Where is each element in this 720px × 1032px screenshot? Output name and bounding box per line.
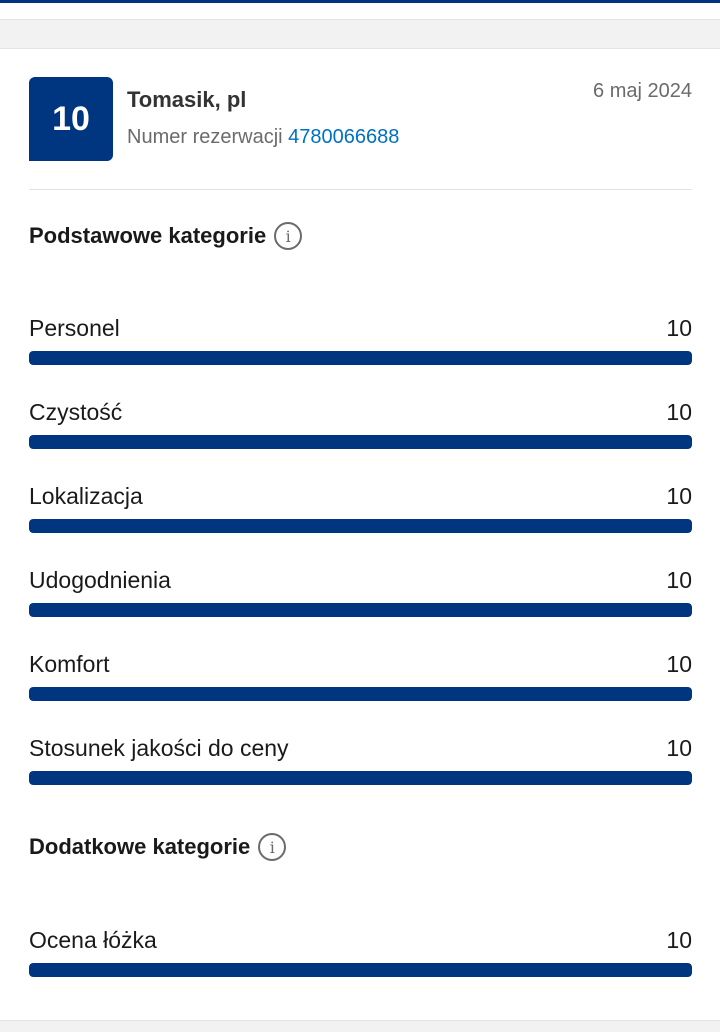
category-label: Lokalizacja [29, 483, 143, 509]
category-score: 10 [666, 315, 692, 341]
category-bar-track [29, 963, 692, 977]
category-row: Komfort 10 [29, 651, 692, 703]
review-date: 6 maj 2024 [593, 80, 692, 102]
info-icon[interactable]: i [258, 833, 287, 861]
header-divider [29, 189, 692, 190]
category-row: Ocena łóżka 10 [29, 927, 692, 979]
category-score: 10 [666, 399, 692, 425]
category-bar-track [29, 771, 692, 785]
booking-label: Numer rezerwacji [127, 126, 283, 148]
category-row: Personel 10 [29, 315, 692, 367]
category-label: Czystość [29, 399, 123, 425]
extra-categories-label: Dodatkowe kategorie [29, 834, 251, 859]
category-bar-fill [29, 963, 692, 977]
category-bar-track [29, 687, 692, 701]
category-row: Udogodnienia 10 [29, 567, 692, 619]
category-bar-track [29, 351, 692, 365]
category-label: Udogodnienia [29, 567, 171, 593]
category-bar-fill [29, 519, 692, 533]
category-row: Czystość 10 [29, 399, 692, 451]
category-bar-fill [29, 603, 692, 617]
category-row: Lokalizacja 10 [29, 483, 692, 535]
category-label: Stosunek jakości do ceny [29, 735, 289, 761]
category-score: 10 [666, 483, 692, 509]
top-accent-line [0, 0, 720, 3]
category-label: Komfort [29, 651, 110, 677]
category-bar-track [29, 435, 692, 449]
bottom-separator-band [0, 1020, 720, 1032]
top-separator-band [0, 19, 720, 49]
info-icon[interactable]: i [274, 222, 303, 250]
category-score: 10 [666, 651, 692, 677]
booking-info: Numer rezerwacji 4780066688 [127, 126, 399, 149]
category-score: 10 [666, 567, 692, 593]
category-label: Ocena łóżka [29, 927, 157, 953]
category-label: Personel [29, 315, 120, 341]
category-row: Stosunek jakości do ceny 10 [29, 735, 692, 787]
category-score: 10 [666, 735, 692, 761]
booking-number-link[interactable]: 4780066688 [288, 126, 400, 148]
category-bar-fill [29, 687, 692, 701]
category-bar-fill [29, 771, 692, 785]
category-bar-track [29, 519, 692, 533]
review-header: 10 Tomasik, pl Numer rezerwacji 47800666… [29, 77, 692, 161]
category-bar-track [29, 603, 692, 617]
basic-categories-title: Podstawowe kategorie i [29, 222, 303, 250]
category-bar-fill [29, 351, 692, 365]
basic-categories-label: Podstawowe kategorie [29, 223, 267, 248]
reviewer-name: Tomasik, pl [127, 87, 247, 112]
category-score: 10 [666, 927, 692, 953]
review-score-badge: 10 [29, 77, 113, 161]
category-bar-fill [29, 435, 692, 449]
extra-categories-title: Dodatkowe kategorie i [29, 833, 287, 861]
